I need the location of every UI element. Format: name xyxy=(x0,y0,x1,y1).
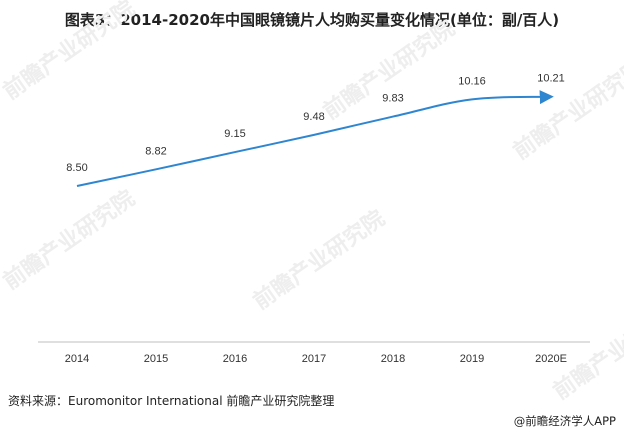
x-tick-label: 2014 xyxy=(65,353,89,365)
x-tick-label: 2015 xyxy=(144,353,168,365)
x-tick-label: 2016 xyxy=(223,353,247,365)
data-label: 10.21 xyxy=(537,73,565,85)
data-label: 10.16 xyxy=(458,75,486,87)
x-tick-label: 2018 xyxy=(381,353,405,365)
x-tick-label: 2017 xyxy=(302,353,326,365)
series-line xyxy=(76,90,554,187)
chart-title: 图表3：2014-2020年中国眼镜镜片人均购买量变化情况(单位：副/百人) xyxy=(64,11,560,29)
data-label: 8.82 xyxy=(145,145,166,157)
x-tick-label: 2019 xyxy=(460,353,484,365)
source-note: 资料来源：Euromonitor International 前瞻产业研究院整理 xyxy=(8,394,335,408)
data-label: 9.48 xyxy=(303,111,324,123)
data-label: 9.83 xyxy=(382,93,403,105)
data-label: 8.50 xyxy=(66,162,87,174)
data-label: 9.15 xyxy=(224,128,245,140)
x-tick-label: 2020E xyxy=(535,353,567,365)
brand-credit: @前瞻经济学人APP xyxy=(513,414,616,428)
